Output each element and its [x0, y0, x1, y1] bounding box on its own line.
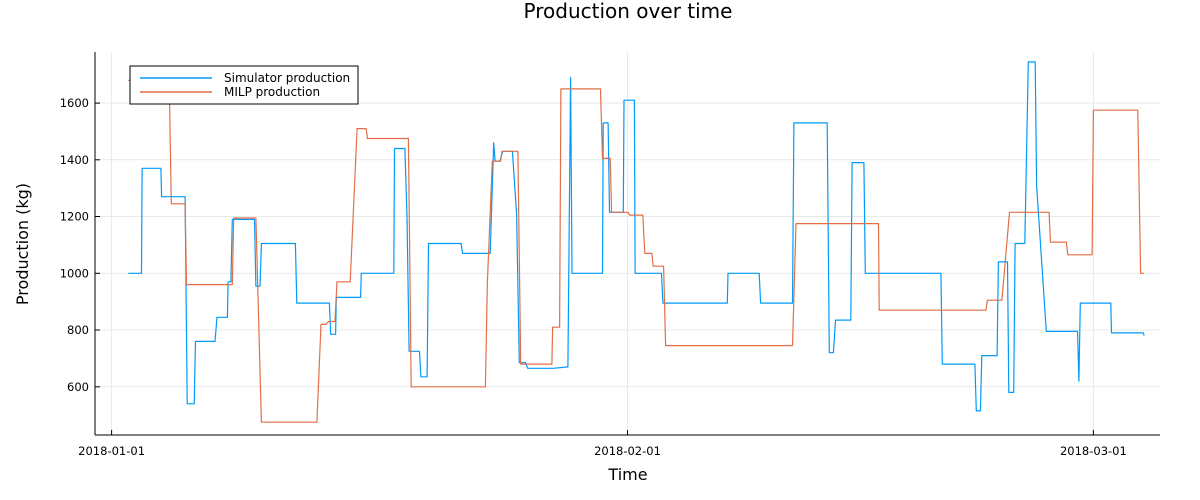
y-tick-label: 800	[67, 323, 89, 337]
x-axis-ticks: 2018-01-01 2018-02-01 2018-03-01	[78, 430, 1127, 458]
x-tick-label: 2018-01-01	[78, 444, 145, 458]
y-axis-title: Production (kg)	[13, 183, 32, 305]
legend-label-milp: MILP production	[224, 85, 320, 99]
legend-label-simulator: Simulator production	[224, 71, 350, 85]
legend-box	[129, 65, 359, 105]
y-tick-label: 1200	[60, 210, 89, 224]
legend: Simulator production MILP production	[129, 65, 359, 105]
x-axis-title: Time	[607, 465, 647, 484]
y-tick-label: 1600	[60, 96, 89, 110]
series-line-simulator	[128, 61, 1145, 412]
x-tick-label: 2018-02-01	[594, 444, 661, 458]
y-tick-label: 600	[67, 380, 89, 394]
y-tick-label: 1000	[60, 266, 89, 280]
series-line-milp	[128, 79, 1145, 423]
series-layer	[128, 61, 1145, 423]
chart-title: Production over time	[524, 0, 733, 23]
x-tick-label: 2018-03-01	[1060, 444, 1127, 458]
y-tick-label: 1400	[60, 153, 89, 167]
y-axis-ticks: 600 800 1000 1200 1400 1600	[60, 96, 100, 394]
